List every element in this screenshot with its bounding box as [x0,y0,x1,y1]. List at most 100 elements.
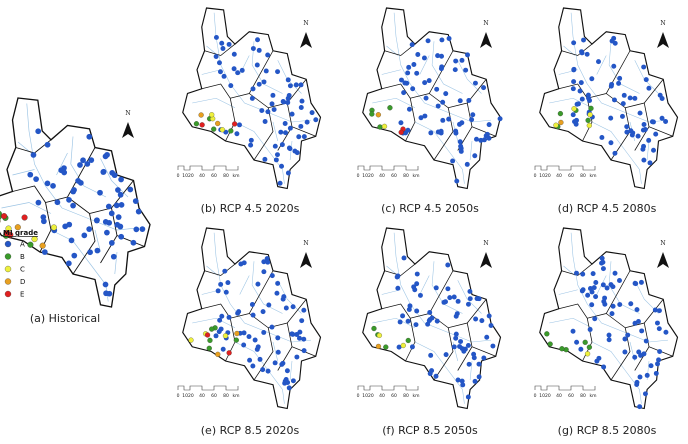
station-dot [371,325,377,332]
station-dot [269,273,275,279]
station-dot [474,296,480,302]
station-dot [88,157,95,163]
station-dot [459,120,465,126]
station-dot [279,361,285,367]
panel-caption: (d) RCP 4.5 2080s [558,202,657,215]
station-dot [313,117,319,123]
station-dot [592,316,598,322]
station-dot [110,253,117,260]
station-dot [109,170,116,176]
station-dot [209,326,215,332]
station-dot [87,249,93,256]
station-dot [476,361,482,367]
station-dot [439,37,445,43]
station-dot [292,148,298,154]
station-dot [625,332,631,338]
station-dot [135,208,142,215]
station-dot [409,344,415,350]
station-dot [228,128,234,134]
station-dot [608,83,614,89]
station-dot [654,320,660,326]
station-dot [458,339,464,345]
station-dot [581,37,587,43]
station-dot [250,312,256,318]
station-dot [298,123,304,129]
station-dot [206,345,212,351]
station-dot [574,101,580,107]
north-label: N [483,20,488,27]
station-dot [415,52,421,57]
station-dot [451,344,457,350]
scale-label: 40 [379,393,385,399]
station-dot [41,249,48,255]
station-dot [405,318,411,324]
station-dot [33,176,39,182]
panel-caption: (e) RCP 8.5 2020s [201,424,300,437]
scale-label: 0 [534,393,537,399]
station-dot [458,143,464,149]
station-dot [638,279,644,285]
station-dot [466,98,472,103]
station-dot [289,111,295,117]
map-panel [0,97,151,308]
station-dot [301,348,307,354]
station-dot [589,302,595,308]
legend-swatch [4,253,12,260]
station-dot [427,317,433,323]
station-dot [401,90,407,96]
station-dot [641,157,647,163]
station-dot [641,64,647,70]
north-label: N [660,240,665,247]
station-dot [86,133,93,140]
scale-label: 0 [177,173,180,179]
scale-unit: km [233,173,240,179]
station-dot [646,85,652,91]
station-dot [297,329,303,335]
station-dot [231,51,237,57]
station-dot [574,339,580,345]
station-dot [108,240,115,246]
station-dot [255,281,261,287]
station-dot [486,135,492,141]
station-dot [275,349,281,355]
scale-label: 1020 [539,173,551,179]
station-dot [260,309,266,315]
station-dot [249,95,255,101]
station-dot [222,333,229,339]
station-dot [641,122,647,127]
station-dot [570,328,576,334]
scale-label: 0 [357,393,360,399]
station-dot [381,123,388,130]
north-label: N [660,20,665,27]
station-dot [241,342,247,348]
station-dot [406,64,412,70]
station-dot [50,183,56,189]
station-dot [601,364,607,370]
station-dot [443,352,449,358]
station-dot [466,361,472,367]
station-dot [228,83,234,89]
station-dot [465,301,471,307]
station-dot [418,115,424,121]
station-dot [439,53,445,59]
station-dot [453,335,459,341]
map-panel [539,7,679,190]
station-dot [589,76,595,82]
station-dot [290,304,296,310]
station-dot [298,105,304,110]
station-dot [627,95,633,101]
station-dot [474,136,479,142]
station-dot [286,145,292,151]
station-dot [272,143,278,149]
legend-label: A [20,241,25,249]
station-dot [640,127,646,133]
station-dot [233,337,239,343]
station-dot [398,129,404,135]
station-dot [68,237,75,244]
station-dot [265,52,271,58]
station-dot [207,337,213,344]
panel-caption: (c) RCP 4.5 2050s [381,202,479,215]
station-dot [609,38,615,44]
station-dot [204,332,211,338]
